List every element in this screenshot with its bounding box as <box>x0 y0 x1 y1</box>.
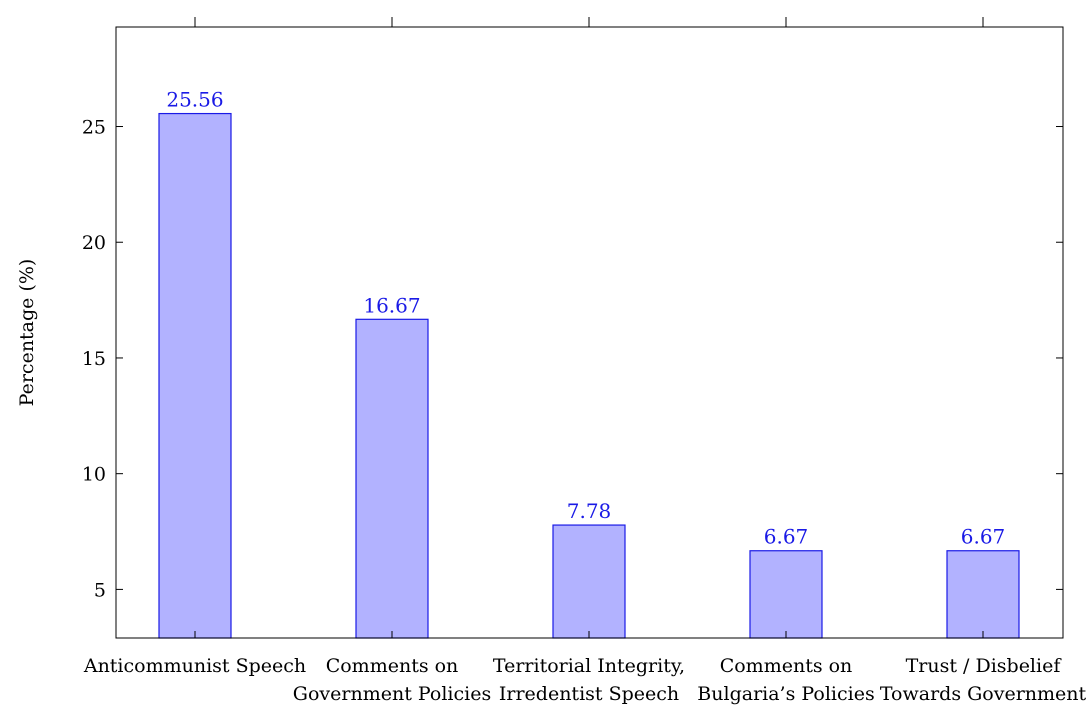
y-tick-label: 15 <box>82 348 106 370</box>
bars-layer <box>158 112 1020 639</box>
data-label: 7.78 <box>567 499 612 523</box>
data-label: 25.56 <box>166 88 223 112</box>
x-tick-label: Towards Government <box>880 683 1087 705</box>
y-tick-label: 20 <box>82 232 106 254</box>
labels-layer: 25.56 Anticommunist Speech 16.67 Comments o… <box>82 88 1087 705</box>
data-label: 6.67 <box>764 525 809 549</box>
bar <box>552 524 626 639</box>
y-tick-label: 5 <box>94 579 106 601</box>
bar <box>749 550 823 639</box>
plot-frame <box>115 26 1064 639</box>
bar <box>355 318 429 639</box>
x-tick-label: Comments on <box>720 655 853 677</box>
x-tick-label: Comments on <box>326 655 459 677</box>
y-tick-label: 10 <box>82 464 106 486</box>
x-tick-label: Irredentist Speech <box>499 683 679 705</box>
data-label: 6.67 <box>961 525 1006 549</box>
y-tick-label: 25 <box>82 117 106 139</box>
bar <box>946 550 1020 639</box>
y-axis-label: Percentage (%) <box>16 259 38 407</box>
data-label: 16.67 <box>363 293 420 317</box>
x-tick-label: Government Policies <box>293 683 491 705</box>
x-tick-label: Territorial Integrity, <box>493 655 685 677</box>
ticks-layer <box>116 17 1063 638</box>
x-tick-label: Anticommunist Speech <box>83 655 306 677</box>
x-tick-label: Bulgaria’s Policies <box>697 683 874 705</box>
x-tick-label: Trust / Disbelief <box>906 655 1063 677</box>
bar <box>158 112 232 639</box>
